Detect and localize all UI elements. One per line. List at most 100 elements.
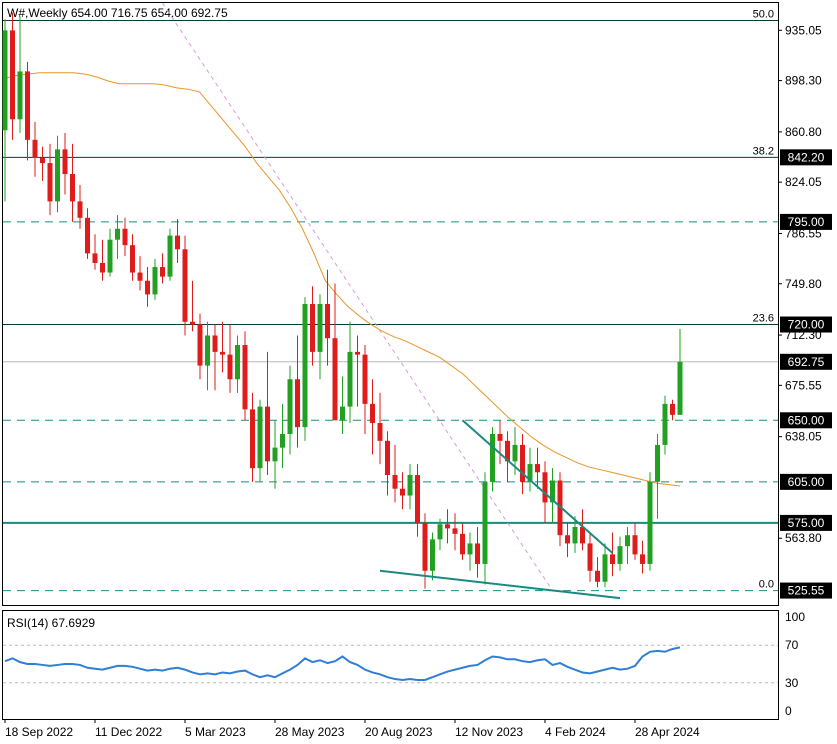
candle [167, 228, 173, 281]
candle [370, 379, 375, 455]
candle [47, 143, 53, 216]
price-tick-label: 935.05 [785, 23, 822, 37]
candle-body [70, 174, 75, 202]
moving-average-line [4, 72, 681, 487]
candle-body [580, 527, 585, 544]
rsi-tick-label: 30 [785, 676, 799, 690]
candle-body [137, 272, 143, 281]
candle-body [445, 524, 450, 529]
candle [317, 294, 323, 380]
candle [100, 239, 105, 281]
candle-body [662, 403, 668, 445]
candle-body [122, 228, 128, 246]
candle [227, 324, 233, 393]
candle [392, 444, 398, 503]
candle [587, 532, 593, 582]
candle [287, 365, 293, 455]
candle-body [415, 475, 420, 523]
candle-body [32, 139, 38, 158]
rsi-header: RSI(14) 67.6929 [7, 616, 95, 630]
candle [137, 256, 143, 291]
candle-body [542, 472, 548, 503]
candle-body [107, 239, 113, 273]
candle [205, 321, 210, 391]
candle-body [572, 527, 578, 544]
fib-level-label: 50.0 [753, 9, 774, 21]
candle [250, 392, 255, 482]
candle-body [10, 30, 15, 120]
price-badge-label: 692.75 [788, 355, 825, 369]
candle [115, 215, 120, 259]
candle-body [362, 354, 368, 404]
candle [677, 328, 683, 415]
candle [362, 345, 368, 434]
candle [475, 527, 480, 578]
candle-body [497, 433, 503, 441]
candle [62, 132, 68, 195]
price-tick-label: 898.30 [785, 74, 822, 88]
candle [122, 217, 128, 257]
price-badge [780, 316, 832, 333]
candle-body [437, 524, 443, 540]
fib-diagonal-line [162, 2, 553, 591]
price-badge-label: 650.00 [788, 413, 825, 427]
candle [617, 536, 623, 571]
candle-body [430, 539, 435, 571]
candle-body [670, 403, 675, 415]
price-badge-label: 842.20 [788, 150, 825, 164]
candle-body [482, 481, 488, 564]
time-axis: 18 Sep 2022 11 Dec 2022 5 Mar 2023 28 May 2… [4, 719, 700, 739]
time-tick-label: 5 Mar 2023 [185, 725, 246, 739]
candle [647, 472, 653, 571]
candle-body [610, 554, 615, 564]
candle [385, 431, 390, 496]
trendline [379, 569, 621, 600]
candle-body [602, 554, 608, 582]
candle [107, 228, 113, 277]
candle-body [452, 528, 458, 534]
candle-body [625, 535, 630, 547]
candle-body [647, 481, 653, 564]
candle-body [422, 522, 428, 571]
candle-body [535, 464, 540, 473]
candle [625, 527, 630, 564]
candle [85, 208, 90, 259]
price-tick-label: 860.80 [785, 125, 822, 139]
candle [10, 12, 15, 140]
candle [280, 403, 285, 469]
candle [640, 540, 645, 574]
candle [490, 427, 495, 492]
candle [662, 395, 668, 455]
candle-body [212, 335, 218, 352]
candle [2, 19, 8, 202]
candle-body [265, 406, 270, 462]
candle-body [205, 335, 210, 366]
candle [92, 234, 98, 270]
candle [400, 472, 405, 510]
price-badge-label: 795.00 [788, 215, 825, 229]
price-tick-label: 749.80 [785, 277, 822, 291]
candle [430, 532, 435, 581]
candle [32, 122, 38, 177]
candle-body [85, 217, 90, 254]
header-symbol: W# [7, 6, 25, 20]
rsi-line [4, 646, 681, 681]
candle-body [505, 440, 510, 462]
candle-body [100, 262, 105, 273]
candle-body [62, 149, 68, 175]
rsi-tick-label: 100 [785, 610, 805, 624]
candle-body [145, 280, 150, 295]
candle [257, 399, 263, 482]
candle [377, 392, 383, 465]
candle [295, 335, 300, 448]
candle-body [632, 535, 638, 555]
candle-body [460, 533, 465, 555]
candle-body [640, 554, 645, 564]
rsi-tick-label: 0 [785, 704, 792, 718]
candle-body [227, 354, 233, 380]
candle-body [355, 351, 360, 355]
header-close: 692.75 [191, 6, 228, 20]
candle [152, 258, 158, 300]
candle-body [340, 406, 345, 421]
price-badge [780, 213, 832, 230]
